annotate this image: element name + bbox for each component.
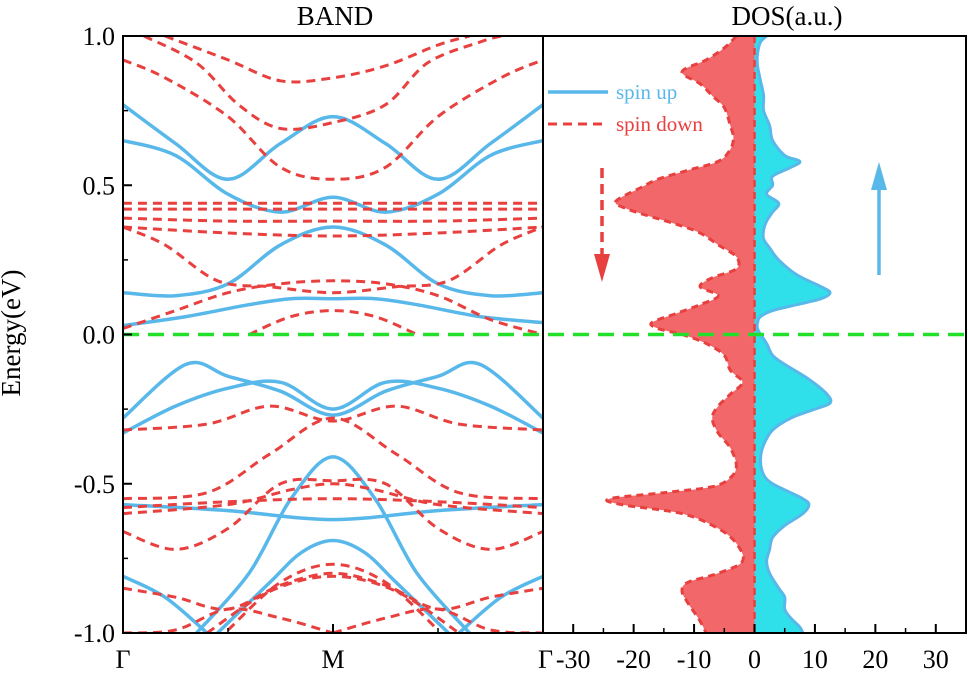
- y-tick-label: 0.5: [83, 171, 116, 200]
- band-line-spin-up-10: [457, 574, 543, 633]
- band-line-spin-up-5: [123, 379, 543, 435]
- energy-axis-label: Energy(eV): [0, 270, 26, 397]
- band-line-spin-down-22: [123, 416, 543, 501]
- band-line-spin-up-2: [123, 225, 543, 298]
- band-structure-lines: [123, 36, 543, 633]
- band-line-spin-up-3: [123, 296, 543, 328]
- band-line-spin-up-9: [123, 574, 209, 633]
- kpath-tick-label: Γ: [538, 645, 553, 674]
- dos-fill-spin-down: [606, 36, 755, 633]
- band-line-spin-down-13: [164, 36, 470, 84]
- y-tick-label: -0.5: [74, 470, 115, 499]
- band-line-spin-down-20: [248, 309, 418, 336]
- energy-axis-ticks: 1.0 0.5 0.0 -0.5 -1.0: [74, 22, 132, 648]
- dos-tick-label: 0: [748, 645, 761, 674]
- arrow-down-icon: [594, 168, 610, 282]
- dos-tick-label: 20: [862, 645, 888, 674]
- dos-tick-label: 10: [802, 645, 828, 674]
- band-line-spin-down-25: [123, 477, 543, 551]
- y-tick-label: 1.0: [83, 22, 116, 51]
- dos-tick-label: -20: [616, 645, 651, 674]
- dos-curve-spin-up: [755, 36, 833, 633]
- band-line-spin-down-17: [123, 225, 543, 238]
- band-line-spin-down-19: [123, 279, 543, 336]
- band-panel-title: BAND: [297, 1, 374, 31]
- dos-fill-spin-up: [754, 36, 831, 633]
- legend-spin-down-label: spin down: [616, 112, 703, 136]
- band-line-spin-down-28: [123, 571, 543, 611]
- band-line-spin-down-27: [206, 574, 460, 633]
- kpath-tick-label: M: [321, 645, 344, 674]
- band-line-spin-up-0: [123, 103, 543, 182]
- band-line-spin-up-6: [123, 502, 543, 522]
- band-line-spin-down-11: [123, 58, 543, 181]
- legend-spin-up-label: spin up: [616, 80, 677, 104]
- dos-tick-label: -10: [677, 645, 712, 674]
- band-line-spin-down-12: [143, 36, 502, 131]
- dos-tick-label: 30: [923, 645, 949, 674]
- dos-panel-title: DOS(a.u.): [732, 1, 843, 31]
- dos-curve-spin-down: [605, 36, 745, 633]
- band-line-spin-down-24: [123, 497, 543, 510]
- band-line-spin-up-8: [216, 538, 450, 633]
- band-line-spin-up-1: [123, 138, 543, 214]
- dos-tick-label: -30: [556, 645, 591, 674]
- y-tick-label: -1.0: [74, 619, 115, 648]
- arrow-up-icon: [871, 162, 887, 275]
- y-tick-label: 0.0: [83, 321, 116, 350]
- legend: spin up spin down: [548, 80, 703, 136]
- band-line-spin-down-21: [123, 404, 543, 432]
- dos-areas: [605, 36, 833, 633]
- band-line-spin-up-7: [195, 455, 471, 633]
- band-line-spin-down-16: [123, 216, 543, 223]
- band-line-spin-down-26: [226, 562, 440, 632]
- kpath-tick-label: Γ: [115, 645, 130, 674]
- dos-axis-ticks: -30 -20 -10 0 10 20 30: [556, 624, 967, 674]
- band-line-spin-down-18: [123, 225, 543, 295]
- band-line-spin-down-23: [123, 482, 543, 516]
- band-line-spin-up-4: [123, 360, 543, 420]
